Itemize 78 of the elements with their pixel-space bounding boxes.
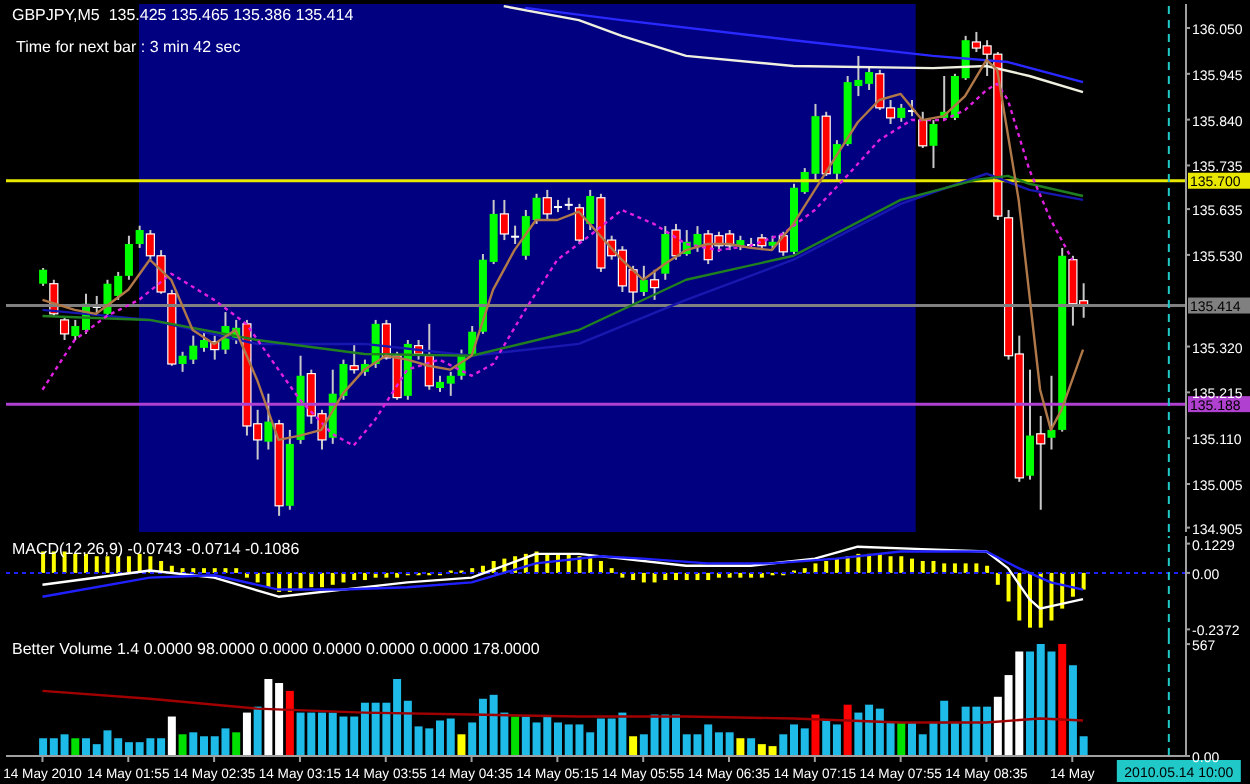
bar [897,722,906,756]
candlestick [929,119,938,170]
candlestick [671,222,681,261]
candlestick [135,224,144,249]
candlestick [586,188,595,232]
candlestick [649,268,660,301]
bar [899,556,904,573]
bar [242,712,251,756]
bar [674,572,679,581]
bar [995,572,1000,585]
bar [747,738,756,756]
bar [167,716,176,756]
bar [641,572,646,583]
bar [963,563,968,573]
text: Time for next bar : 3 min 42 sec [16,38,241,56]
bar [727,572,732,578]
candlestick [1047,374,1056,451]
candlestick [59,315,70,341]
bar [888,556,893,573]
bar [811,714,820,756]
line-series [524,6,1085,84]
chart-title: MACD(12,26,9) -0.0743 -0.0714 -0.1086 [12,540,300,558]
bar [1081,572,1086,590]
candlestick [511,224,520,245]
bar [1017,572,1022,621]
candlestick [918,110,928,149]
bar [285,690,294,756]
bar [843,704,852,756]
bar [920,561,925,573]
bar [738,572,743,578]
bar [985,565,990,573]
bar [232,732,241,756]
bar [736,738,745,756]
bar [330,572,335,585]
bar [94,556,99,573]
line-series [502,4,1085,94]
candlestick [499,198,509,242]
bar [362,572,367,581]
bar [952,563,957,573]
bar [105,556,110,573]
bar [352,572,357,581]
bar [1058,644,1067,756]
candlestick [1036,414,1046,511]
bar [320,572,325,588]
bar [71,738,80,756]
bar [974,563,979,573]
bar [813,563,818,573]
bar [759,572,764,578]
candlestick [264,392,273,451]
bar [266,572,271,588]
bar [457,734,466,756]
bar [395,572,400,578]
bar [116,556,121,573]
bar [511,716,520,756]
bar [1006,572,1011,602]
bar [824,561,829,573]
chart-title: Better Volume 1.4 0.0000 98.0000 0.0000 0.0000 0.0000 0.0000 178.0000 [12,640,540,658]
bar [309,572,314,588]
candlestick [349,342,359,375]
bar [126,556,131,573]
candlestick [639,264,648,297]
bar [910,558,915,573]
candlestick [1026,368,1035,481]
candlestick [124,234,133,281]
bar [706,572,711,581]
bar [253,706,262,756]
bar [178,734,187,756]
bar [384,572,389,578]
bar [598,561,603,573]
candlestick [574,202,585,245]
bar [629,736,638,756]
bar [942,563,947,573]
bar [1049,572,1054,621]
bar [620,572,625,578]
candlestick [661,225,670,281]
bar [931,561,936,573]
chart-title: GBPJPY,M5 135.425 135.465 135.386 135.414 [12,6,354,24]
line-series [41,689,1085,724]
